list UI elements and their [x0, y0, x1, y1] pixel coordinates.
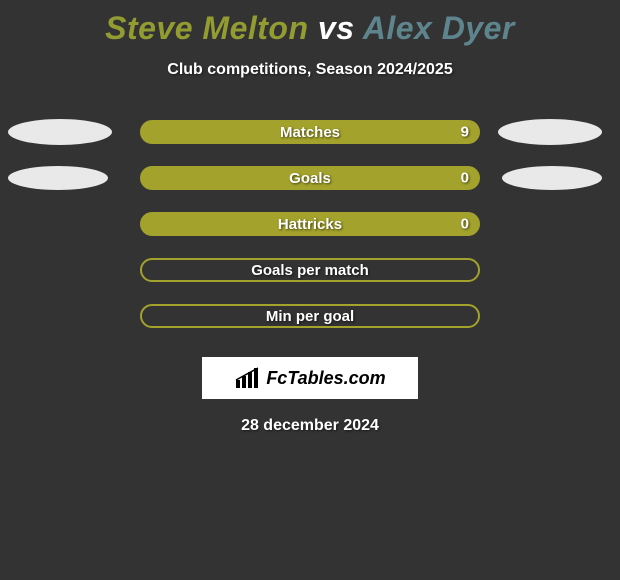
left-ellipse [8, 119, 112, 145]
stat-bar: Hattricks 0 [140, 212, 480, 236]
stat-label: Hattricks [278, 216, 342, 233]
stat-row: Min per goal [0, 293, 620, 339]
stat-bar: Min per goal [140, 304, 480, 328]
stat-bar: Goals per match [140, 258, 480, 282]
stat-value: 0 [461, 170, 469, 187]
stat-row: Hattricks 0 [0, 201, 620, 247]
chart-bars-icon [234, 366, 262, 390]
player1-name: Steve Melton [105, 10, 308, 46]
vs-text: vs [318, 10, 355, 46]
right-ellipse [502, 166, 602, 190]
subtitle: Club competitions, Season 2024/2025 [0, 61, 620, 79]
stat-row: Goals per match [0, 247, 620, 293]
stat-value: 9 [461, 124, 469, 141]
stat-label: Goals per match [251, 262, 369, 279]
stat-label: Matches [280, 124, 340, 141]
stat-label: Min per goal [266, 308, 354, 325]
stat-row: Matches 9 [0, 109, 620, 155]
stat-rows: Matches 9 Goals 0 Hattricks 0 Goals per match M… [0, 109, 620, 339]
stat-bar: Matches 9 [140, 120, 480, 144]
stat-row: Goals 0 [0, 155, 620, 201]
snapshot-date: 28 december 2024 [0, 417, 620, 435]
stat-label: Goals [289, 170, 331, 187]
logo-box: FcTables.com [202, 357, 418, 399]
left-ellipse [8, 166, 108, 190]
stat-bar: Goals 0 [140, 166, 480, 190]
stat-value: 0 [461, 216, 469, 233]
logo-text: FcTables.com [266, 368, 385, 389]
comparison-title: Steve Melton vs Alex Dyer [0, 0, 620, 47]
player2-name: Alex Dyer [363, 10, 515, 46]
right-ellipse [498, 119, 602, 145]
